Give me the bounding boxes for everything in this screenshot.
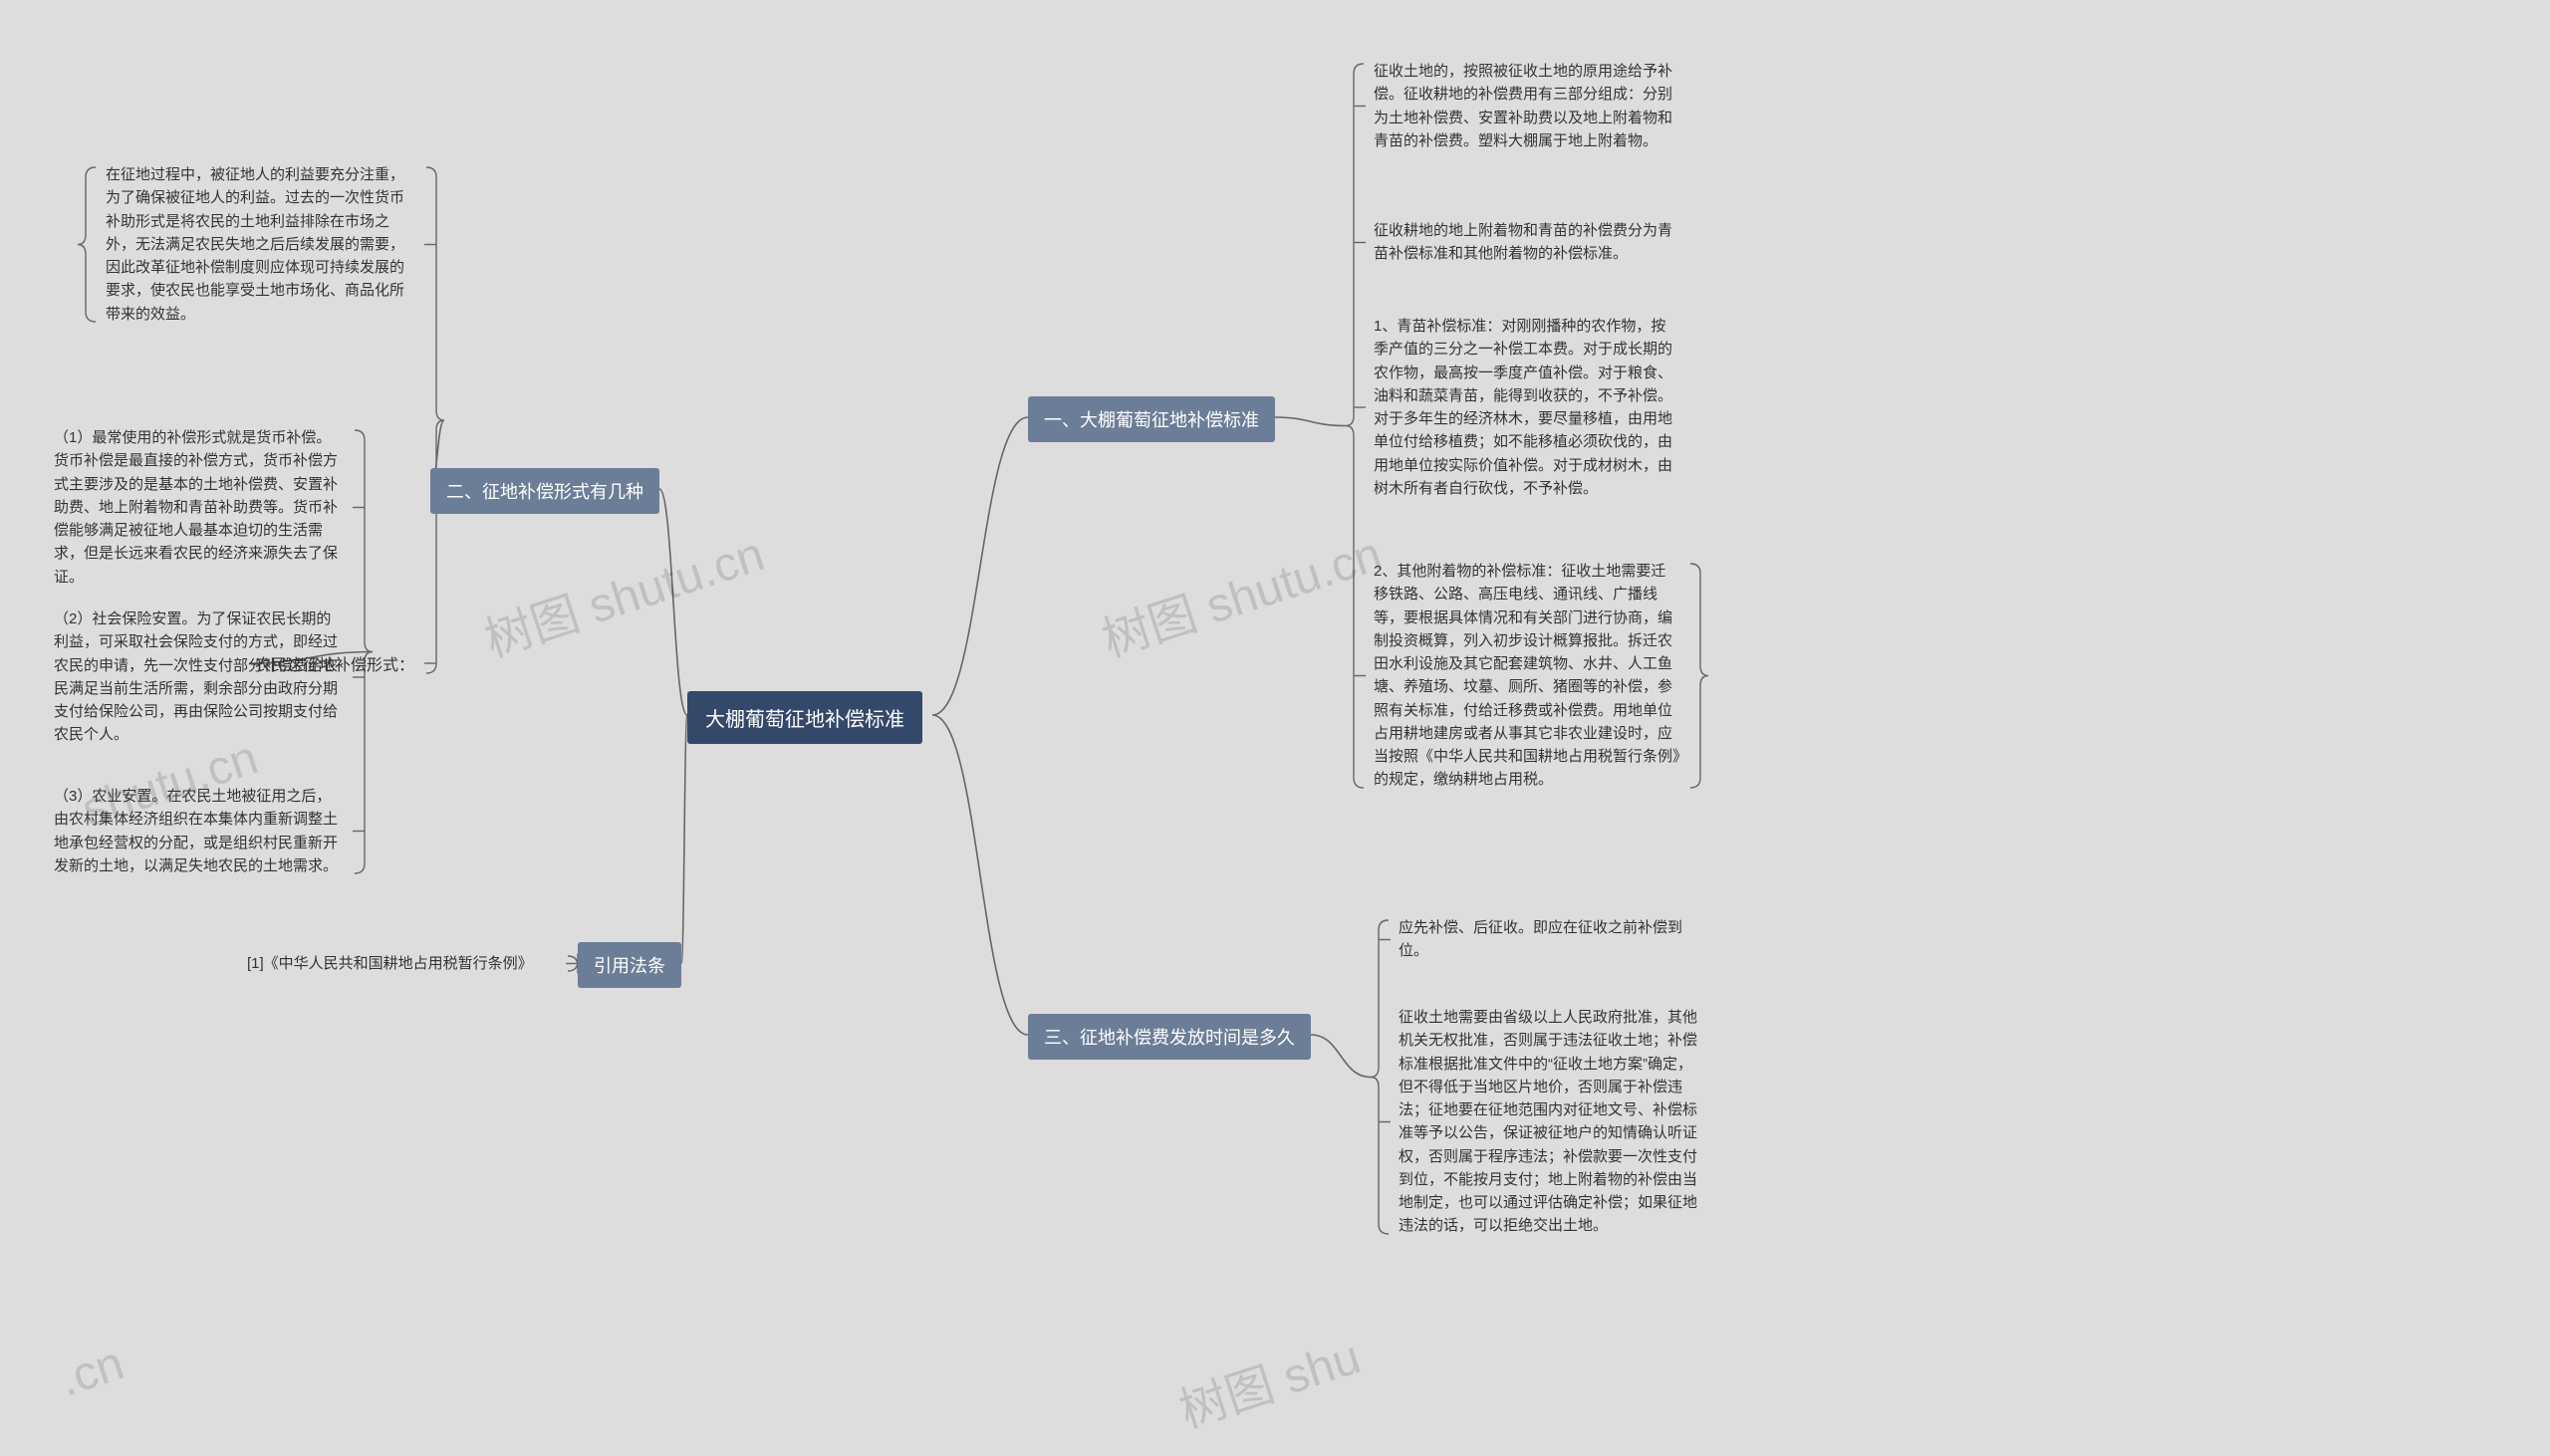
branch-node: 三、征地补偿费发放时间是多久 — [1028, 1014, 1311, 1060]
branch-node: 引用法条 — [578, 942, 681, 988]
leaf-node: 征收土地的，按照被征收土地的原用途给予补偿。征收耕地的补偿费用有三部分组成：分别… — [1370, 58, 1684, 154]
leaf-node: [1]《中华人民共和国耕地占用税暂行条例》 — [243, 950, 562, 977]
mindmap-canvas: 树图 shutu.cn树图 shutu.cnshutu.cn.cn树图 shu大… — [0, 0, 2550, 1456]
leaf-node: （2）社会保险安置。为了保证农民长期的利益，可采取社会保险支付的方式，即经过农民… — [50, 606, 349, 749]
watermark: 树图 shu — [1169, 1318, 1368, 1441]
watermark: 树图 shutu.cn — [1092, 515, 1389, 670]
leaf-node: 1、青苗补偿标准：对刚刚播种的农作物，按季产值的三分之一补偿工本费。对于成长期的… — [1370, 313, 1684, 502]
leaf-node: （3）农业安置。在农民土地被征用之后，由农村集体经济组织在本集体内重新调整土地承… — [50, 783, 349, 879]
leaf-node: 2、其他附着物的补偿标准：征收土地需要迁移铁路、公路、高压电线、通讯线、广播线等… — [1370, 558, 1684, 794]
leaf-node: 在征地过程中，被征地人的利益要充分注重，为了确保被征地人的利益。过去的一次性货币… — [102, 161, 416, 328]
branch-node: 二、征地补偿形式有几种 — [430, 468, 659, 514]
leaf-node: （1）最常使用的补偿形式就是货币补偿。货币补偿是最直接的补偿方式，货币补偿方式主… — [50, 424, 349, 591]
leaf-node: 应先补偿、后征收。即应在征收之前补偿到位。 — [1395, 914, 1709, 965]
watermark: 树图 shutu.cn — [474, 515, 771, 670]
leaf-node: 征收土地需要由省级以上人民政府批准，其他机关无权批准，否则属于违法征收土地；补偿… — [1395, 1004, 1709, 1240]
root-node: 大棚葡萄征地补偿标准 — [687, 691, 922, 744]
branch-node: 一、大棚葡萄征地补偿标准 — [1028, 396, 1275, 442]
watermark: .cn — [53, 1335, 130, 1407]
leaf-node: 征收耕地的地上附着物和青苗的补偿费分为青苗补偿标准和其他附着物的补偿标准。 — [1370, 217, 1684, 268]
